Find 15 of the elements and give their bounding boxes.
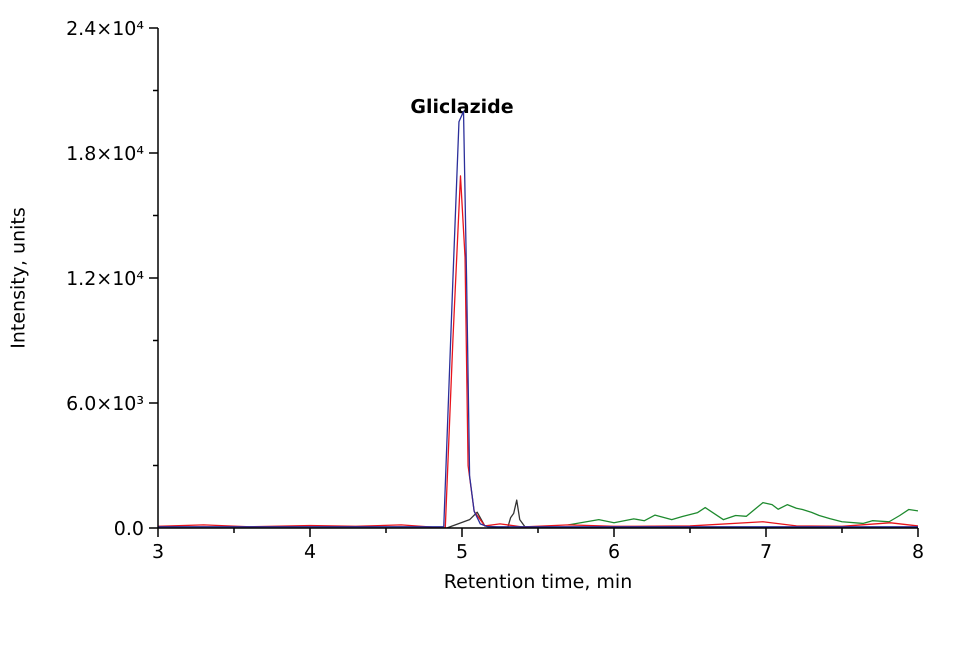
x-tick-label: 3 bbox=[152, 541, 164, 563]
x-tick-label: 4 bbox=[304, 541, 316, 563]
y-tick-label: 0.0 bbox=[114, 518, 144, 540]
y-tick-label: 2.4×10⁴ bbox=[66, 18, 144, 40]
y-axis-title: Intensity, units bbox=[8, 207, 30, 349]
x-tick-label: 5 bbox=[456, 541, 468, 563]
y-tick-label: 1.8×10⁴ bbox=[66, 143, 144, 165]
annotation: Gliclazide bbox=[409, 96, 515, 118]
x-tick-label: 8 bbox=[912, 541, 924, 563]
y-tick-label: 6.0×10³ bbox=[66, 393, 144, 415]
line-series bbox=[568, 502, 918, 526]
x-axis-title: Retention time, min bbox=[444, 571, 632, 593]
x-tick-label: 7 bbox=[760, 541, 772, 563]
y-tick-label: 1.2×10⁴ bbox=[66, 268, 144, 290]
x-tick-label: 6 bbox=[608, 541, 620, 563]
